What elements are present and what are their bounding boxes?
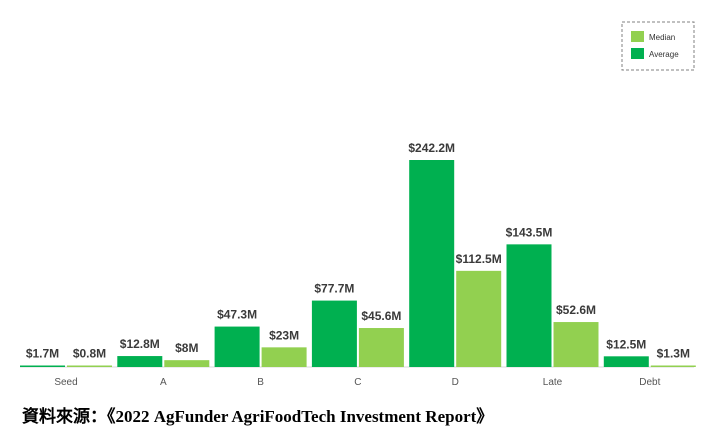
legend: Median Average xyxy=(621,21,695,71)
source-caption: 資料來源：《2022 AgFunder AgriFoodTech Investm… xyxy=(22,407,494,426)
data-label-median-late: $52.6M xyxy=(556,303,596,317)
legend-label-median: Median xyxy=(649,33,675,42)
bar-median-c xyxy=(358,328,404,367)
data-label-median-d: $112.5M xyxy=(456,252,502,266)
bar-median-d xyxy=(456,270,502,367)
legend-label-average: Average xyxy=(649,50,679,59)
bar-median-late xyxy=(553,322,599,367)
data-label-median-seed: $0.8M xyxy=(73,347,106,361)
x-tick-label: A xyxy=(160,377,167,388)
bar-average-debt xyxy=(603,356,649,367)
bar-average-c xyxy=(311,300,357,367)
legend-box xyxy=(621,21,695,71)
bar-median-debt xyxy=(650,365,696,367)
data-label-median-b: $23M xyxy=(269,328,299,342)
bar-median-seed xyxy=(67,365,112,367)
data-label-average-b: $47.3M xyxy=(217,308,257,322)
legend-swatch-average xyxy=(631,48,644,59)
data-label-average-late: $143.5M xyxy=(506,225,553,239)
data-label-average-a: $12.8M xyxy=(120,337,160,351)
x-tick-label: B xyxy=(257,377,264,388)
bar-average-a xyxy=(117,356,163,367)
data-label-median-c: $45.6M xyxy=(361,309,401,323)
data-label-average-c: $77.7M xyxy=(314,282,354,296)
data-label-median-debt: $1.3M xyxy=(657,347,690,361)
data-label-median-a: $8M xyxy=(175,341,198,355)
bar-average-b xyxy=(214,326,260,367)
x-tick-label: Debt xyxy=(639,377,660,388)
legend-swatch-median xyxy=(631,31,644,42)
data-label-average-d: $242.2M xyxy=(408,141,455,155)
x-tick-label: D xyxy=(452,377,459,388)
bars-group: $1.7M $0.8M Seed $12.8M $8M A $47.3M $23M B $77.7… xyxy=(20,141,696,388)
bar-median-b xyxy=(261,347,307,367)
bar-median-a xyxy=(164,360,210,367)
x-tick-label: Late xyxy=(543,377,563,388)
x-tick-label: C xyxy=(354,377,361,388)
x-tick-label: Seed xyxy=(54,377,77,388)
bar-average-late xyxy=(506,244,552,367)
bar-average-d xyxy=(409,160,455,367)
bar-average-seed xyxy=(20,365,65,367)
data-label-average-debt: $12.5M xyxy=(606,337,646,351)
data-label-average-seed: $1.7M xyxy=(26,347,59,361)
